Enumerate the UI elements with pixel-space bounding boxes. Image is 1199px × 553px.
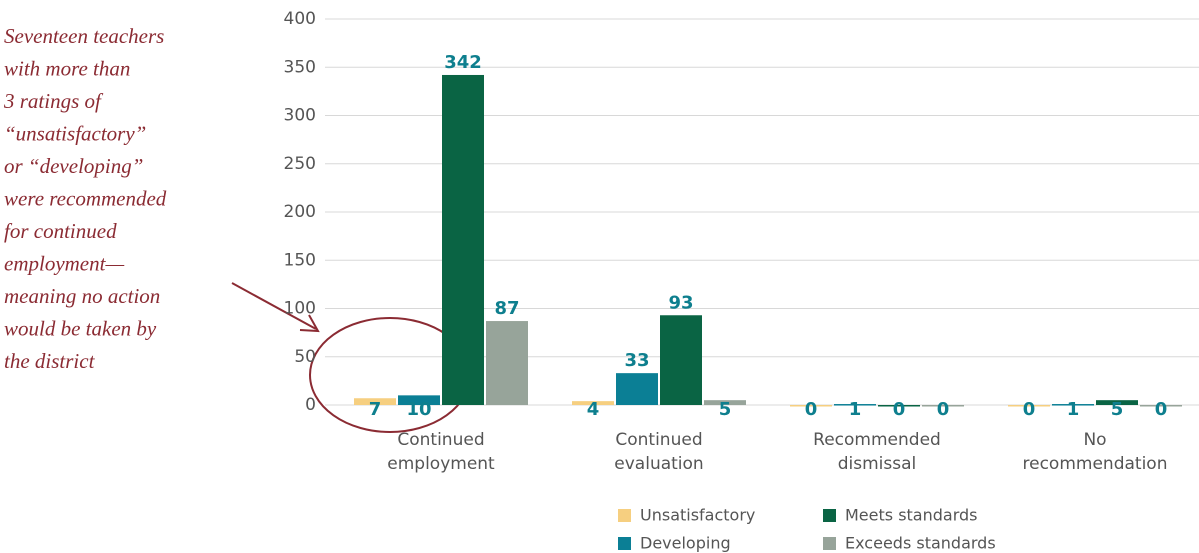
annotation-text: would be taken by — [4, 316, 157, 340]
bar — [704, 400, 746, 405]
legend-label: Exceeds standards — [845, 534, 996, 553]
data-label: 1 — [849, 399, 862, 420]
data-label: 5 — [1111, 399, 1124, 420]
legend-label: Meets standards — [845, 506, 978, 525]
data-label: 0 — [893, 399, 906, 420]
y-tick-label: 400 — [284, 9, 316, 29]
bar — [878, 405, 920, 407]
annotation-text: the district — [4, 349, 96, 373]
annotation-text: were recommended — [4, 186, 167, 210]
legend-swatch — [618, 509, 631, 522]
bar — [922, 405, 964, 407]
y-tick-label: 250 — [284, 154, 316, 174]
y-tick-label: 50 — [294, 347, 316, 367]
y-tick-label: 100 — [284, 299, 316, 319]
annotation-arrow — [231, 282, 317, 330]
annotation-text: for continued — [4, 219, 117, 243]
data-label: 0 — [937, 399, 950, 420]
bar — [616, 373, 658, 405]
bar — [1052, 404, 1094, 406]
data-label: 93 — [668, 292, 693, 313]
data-label: 0 — [805, 399, 818, 420]
data-label: 4 — [587, 399, 600, 420]
bar — [1096, 400, 1138, 405]
data-label: 0 — [1023, 399, 1036, 420]
data-label: 7 — [369, 399, 382, 420]
bar — [660, 315, 702, 405]
y-tick-label: 300 — [284, 106, 316, 126]
legend-swatch — [823, 509, 836, 522]
y-tick-label: 350 — [284, 57, 316, 77]
data-label: 5 — [719, 399, 732, 420]
annotation-text: employment— — [4, 251, 124, 275]
bar — [790, 405, 832, 407]
legend-swatch — [618, 537, 631, 550]
legend-label: Unsatisfactory — [640, 506, 755, 525]
y-tick-label: 200 — [284, 202, 316, 222]
annotation-text: meaning no action — [4, 284, 160, 308]
bar — [486, 321, 528, 405]
bar — [572, 401, 614, 405]
bar — [1140, 405, 1182, 407]
annotation-text: Seventeen teachers — [4, 24, 164, 48]
x-tick-label: Continued employment — [387, 430, 495, 474]
data-label: 0 — [1155, 399, 1168, 420]
legend-swatch — [823, 537, 836, 550]
data-label: 342 — [444, 52, 482, 73]
x-tick-label: Recommended dismissal — [813, 430, 941, 474]
annotation-text: 3 ratings of — [3, 89, 104, 113]
y-tick-label: 150 — [284, 250, 316, 270]
annotation-text: or “developing” — [4, 154, 143, 178]
annotation-arrowhead — [299, 314, 320, 333]
data-label: 87 — [494, 298, 519, 319]
data-label: 33 — [624, 350, 649, 371]
annotation-text: “unsatisfactory” — [4, 121, 146, 145]
bar — [1008, 405, 1050, 407]
data-label: 10 — [406, 399, 431, 420]
x-tick-label: No recommendation — [1023, 430, 1168, 474]
legend-label: Developing — [640, 534, 731, 553]
bar — [442, 74, 484, 405]
x-tick-label: Continued evaluation — [614, 430, 703, 474]
bar — [834, 404, 876, 406]
data-label: 1 — [1067, 399, 1080, 420]
bar — [398, 395, 440, 405]
bar — [354, 398, 396, 405]
y-tick-label: 0 — [305, 395, 316, 415]
annotation-text: with more than — [4, 56, 130, 80]
